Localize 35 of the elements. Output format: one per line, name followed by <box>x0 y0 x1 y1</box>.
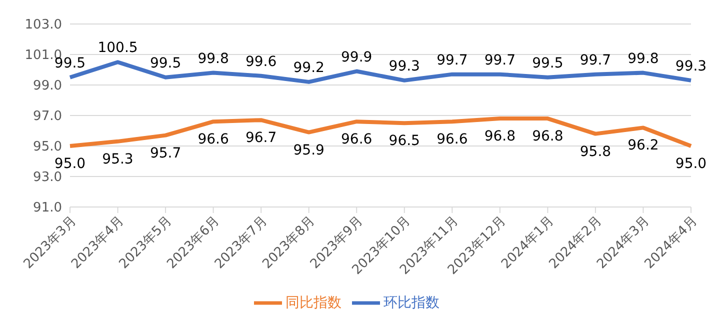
legend-label: 同比指数 <box>286 294 342 311</box>
y-tick-label: 103.0 <box>24 18 62 33</box>
data-label: 96.8 <box>484 128 516 145</box>
data-label: 96.5 <box>388 133 420 150</box>
data-label: 99.3 <box>388 58 420 74</box>
y-tick-label: 97.0 <box>33 109 62 124</box>
data-label: 95.8 <box>580 144 612 160</box>
legend-label: 环比指数 <box>384 294 440 311</box>
data-label: 100.5 <box>98 40 138 56</box>
data-label: 95.9 <box>293 142 324 158</box>
data-label: 96.6 <box>198 132 229 148</box>
data-label: 95.3 <box>102 151 134 168</box>
data-label: 99.7 <box>436 52 468 68</box>
data-label: 99.5 <box>532 55 564 72</box>
data-label: 95.0 <box>675 156 707 172</box>
data-label: 96.7 <box>245 130 277 146</box>
y-tick-label: 93.0 <box>33 170 62 186</box>
data-label: 96.6 <box>341 132 372 148</box>
y-tick-label: 91.0 <box>33 200 62 216</box>
data-label: 99.7 <box>580 52 612 68</box>
data-label: 99.8 <box>628 50 659 67</box>
data-label: 95.0 <box>54 156 86 172</box>
data-label: 96.2 <box>628 138 659 154</box>
data-label: 99.7 <box>484 52 516 68</box>
data-label: 96.8 <box>532 128 564 145</box>
data-label: 99.6 <box>245 54 277 70</box>
data-label: 99.3 <box>675 58 707 74</box>
data-label: 99.8 <box>198 50 229 67</box>
data-label: 96.6 <box>436 132 468 148</box>
data-label: 99.2 <box>293 60 324 76</box>
data-label: 99.5 <box>150 55 182 72</box>
data-label: 99.9 <box>341 49 372 66</box>
y-tick-label: 95.0 <box>33 140 62 155</box>
y-tick-label: 99.0 <box>33 78 62 94</box>
data-label: 95.7 <box>150 145 182 162</box>
